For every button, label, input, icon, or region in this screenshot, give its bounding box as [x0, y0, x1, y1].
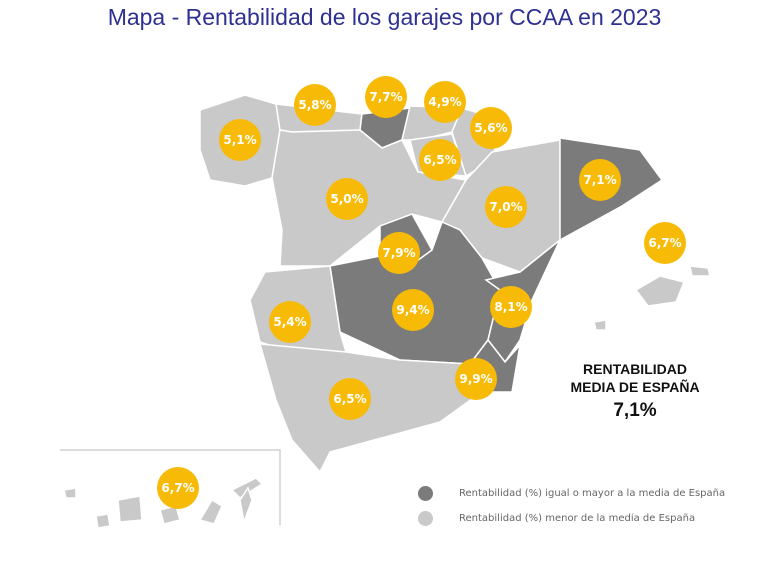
value-bubble-cantabria: [365, 76, 407, 118]
value-bubble-madrid: [378, 232, 420, 274]
legend-item-above: Rentabilidad (%) igual o mayor a la medi…: [418, 486, 725, 501]
value-bubble-aragon: [485, 186, 527, 228]
region-canarias: [63, 487, 77, 499]
region-baleares: [689, 265, 711, 277]
legend-label-below: Rentabilidad (%) menor de la media de Es…: [459, 513, 696, 524]
value-label-castilla-y-leon: 5,0%: [330, 192, 363, 206]
legend-item-below: Rentabilidad (%) menor de la media de Es…: [418, 511, 695, 526]
value-label-galicia: 5,1%: [223, 133, 256, 147]
region-canarias: [230, 477, 264, 499]
value-bubble-cataluna: [579, 159, 621, 201]
value-label-asturias: 5,8%: [298, 98, 331, 112]
value-bubble-baleares: [644, 222, 686, 264]
legend-swatch-above: [418, 486, 433, 501]
map-title: Mapa - Rentabilidad de los garajes por C…: [107, 4, 662, 30]
value-label-la-rioja: 6,5%: [423, 153, 456, 167]
value-bubble-navarra: [470, 107, 512, 149]
value-bubble-murcia: [455, 358, 497, 400]
value-bubble-castilla-la-mancha: [392, 289, 434, 331]
value-label-andalucia: 6,5%: [333, 392, 366, 406]
region-baleares: [634, 275, 686, 307]
region-canarias: [198, 498, 223, 525]
value-label-cantabria: 7,7%: [369, 90, 402, 104]
value-label-aragon: 7,0%: [489, 200, 522, 214]
value-label-cataluna: 7,1%: [583, 173, 616, 187]
value-label-pais-vasco: 4,9%: [428, 95, 461, 109]
region-baleares: [593, 319, 607, 331]
legend-label-above: Rentabilidad (%) igual o mayor a la medi…: [459, 488, 726, 499]
value-label-murcia: 9,9%: [459, 372, 492, 386]
region-canarias: [95, 513, 111, 529]
value-bubble-andalucia: [329, 378, 371, 420]
region-canarias: [117, 495, 143, 523]
legend-swatch-below: [418, 511, 433, 526]
region-canarias: [239, 486, 253, 525]
value-bubble-pais-vasco: [424, 81, 466, 123]
average-box: RENTABILIDAD MEDIA DE ESPAÑA 7,1%: [560, 360, 710, 422]
value-label-navarra: 5,6%: [474, 121, 507, 135]
average-label-1: RENTABILIDAD: [583, 361, 687, 377]
value-bubble-extremadura: [269, 301, 311, 343]
value-label-canarias: 6,7%: [161, 481, 194, 495]
value-label-valencia: 8,1%: [494, 300, 527, 314]
value-bubble-galicia: [219, 119, 261, 161]
value-bubble-canarias: [157, 467, 199, 509]
value-label-castilla-la-mancha: 9,4%: [396, 303, 429, 317]
value-label-baleares: 6,7%: [648, 236, 681, 250]
value-bubble-asturias: [294, 84, 336, 126]
value-bubble-la-rioja: [419, 139, 461, 181]
average-value: 7,1%: [613, 400, 657, 421]
value-bubble-castilla-y-leon: [326, 178, 368, 220]
value-label-extremadura: 5,4%: [273, 315, 306, 329]
average-label-2: MEDIA DE ESPAÑA: [570, 379, 700, 395]
value-label-madrid: 7,9%: [382, 246, 415, 260]
value-bubble-valencia: [490, 286, 532, 328]
canarias-inset-frame: [60, 449, 281, 525]
